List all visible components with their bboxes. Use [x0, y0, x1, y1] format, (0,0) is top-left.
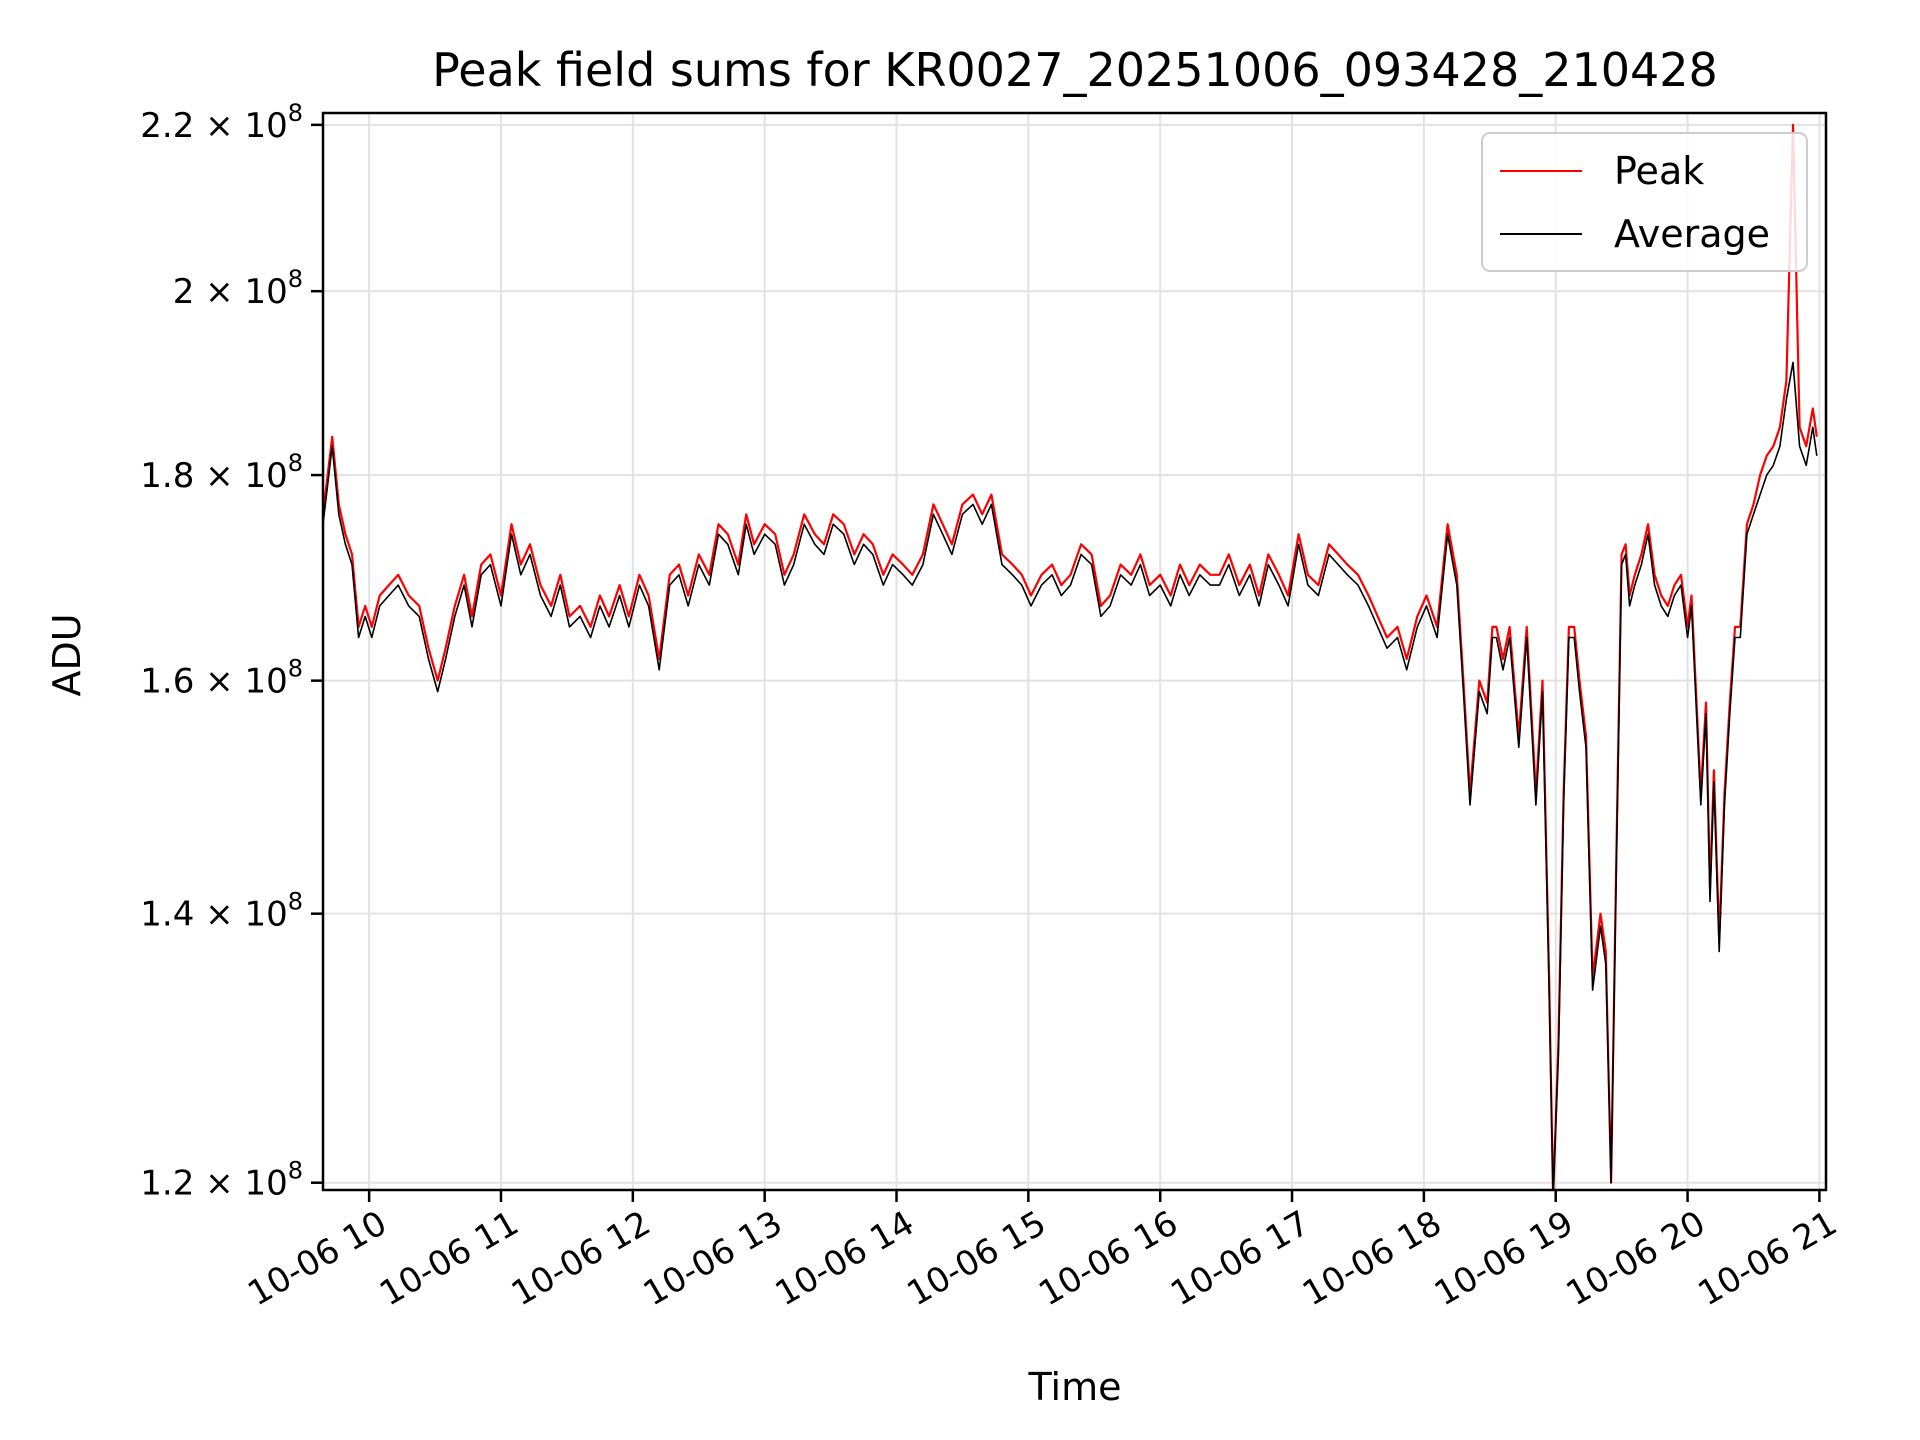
x-tick-label: 10-06 12 — [505, 1203, 657, 1314]
legend: Peak Average — [1481, 132, 1808, 272]
x-tick-label: 10-06 20 — [1560, 1203, 1712, 1314]
grid-lines — [323, 113, 1826, 1190]
plot-frame — [321, 111, 1828, 1192]
legend-box — [1481, 132, 1808, 272]
x-axis-label: Time — [1028, 1365, 1122, 1409]
x-tick-label: 10-06 21 — [1692, 1203, 1844, 1314]
x-tick-label: 10-06 16 — [1032, 1203, 1184, 1314]
x-tick-label: 10-06 13 — [637, 1203, 789, 1314]
y-axis-label: ADU — [45, 613, 89, 696]
y-tick-label: 1.4 × 108 — [140, 888, 303, 935]
legend-label: Peak — [1614, 149, 1704, 193]
plot-area — [323, 123, 1818, 1190]
legend-label: Average — [1614, 212, 1770, 256]
y-tick-label: 2.2 × 108 — [140, 99, 303, 146]
y-tick-label: 1.2 × 108 — [140, 1157, 303, 1204]
x-tick-label: 10-06 18 — [1296, 1203, 1448, 1314]
y-tick-label: 1.8 × 108 — [140, 449, 303, 496]
x-tick-label: 10-06 11 — [373, 1203, 525, 1314]
y-tick-label: 2 × 108 — [173, 265, 303, 312]
x-tick-label: 10-06 10 — [241, 1203, 393, 1314]
x-tick-label: 10-06 17 — [1164, 1203, 1316, 1314]
x-tick-label: 10-06 15 — [900, 1203, 1052, 1314]
x-tick-label: 10-06 19 — [1428, 1203, 1580, 1314]
series-line-average — [323, 361, 1818, 1190]
y-axis: 1.2 × 108 1.4 × 108 1.6 × 108 1.8 × 108 2 × … — [140, 99, 323, 1204]
x-tick-label: 10-06 14 — [769, 1203, 921, 1314]
series-line-peak — [323, 123, 1818, 1190]
y-tick-label: 1.6 × 108 — [140, 655, 303, 702]
chart-title: Peak field sums for KR0027_20251006_0934… — [432, 43, 1718, 97]
